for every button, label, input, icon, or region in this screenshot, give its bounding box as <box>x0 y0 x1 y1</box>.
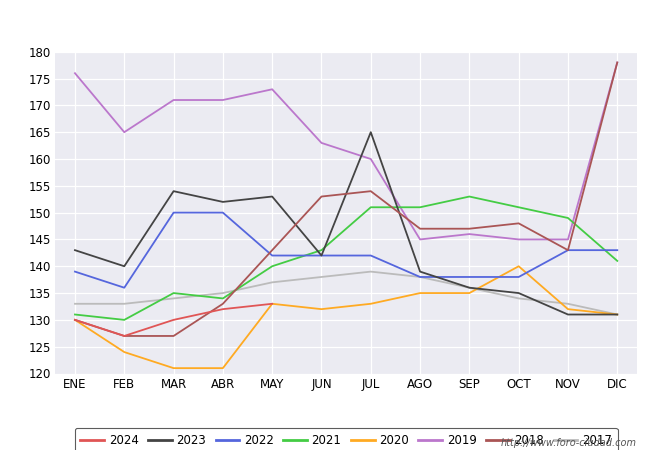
Text: Afiliados en Los Cortijos a 31/5/2024: Afiliados en Los Cortijos a 31/5/2024 <box>131 14 519 33</box>
Text: http://www.foro-ciudad.com: http://www.foro-ciudad.com <box>501 438 637 448</box>
Legend: 2024, 2023, 2022, 2021, 2020, 2019, 2018, 2017: 2024, 2023, 2022, 2021, 2020, 2019, 2018… <box>75 428 618 450</box>
